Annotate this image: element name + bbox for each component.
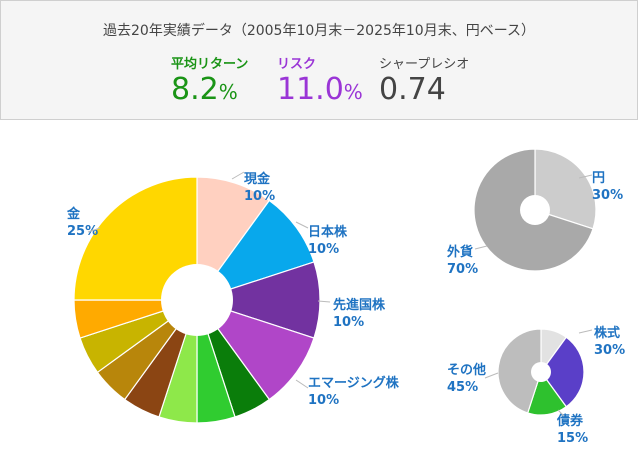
slice-0-2 bbox=[195, 261, 321, 339]
leader-line-1 bbox=[295, 221, 309, 229]
slice-label-0-2: 先進国株 10% bbox=[333, 297, 386, 330]
slice-percent-1-1: 70% bbox=[447, 262, 478, 277]
slice-name-0-3: エマージング株 bbox=[308, 375, 400, 391]
leader-line-2 bbox=[317, 300, 331, 303]
slice-name-1-0: 円 bbox=[592, 171, 605, 186]
slice-percent-2-1: 30% bbox=[594, 343, 625, 358]
slice-name-0-1: 日本株 bbox=[308, 224, 348, 240]
slice-percent-0-1: 10% bbox=[308, 242, 339, 257]
leader-line-0 bbox=[231, 171, 245, 180]
leader-line-9 bbox=[484, 372, 499, 379]
risk-stat: リスク 11.0% bbox=[277, 53, 363, 109]
slice-name-0-2: 先進国株 bbox=[333, 297, 386, 313]
leader-line-3 bbox=[295, 379, 309, 389]
slice-2-1 bbox=[540, 336, 585, 408]
pie-hole-0 bbox=[161, 264, 233, 336]
slice-label-2-2: 債券 15% bbox=[556, 413, 588, 446]
slice-label-2-3: その他 45% bbox=[447, 362, 486, 395]
slice-percent-2-2: 15% bbox=[557, 431, 588, 446]
average-return-number: 8.2 bbox=[171, 72, 219, 107]
slice-label-1-0: 円 30% bbox=[592, 171, 623, 203]
sharpe-ratio-label: シャープレシオ bbox=[379, 57, 470, 72]
slice-name-2-3: その他 bbox=[447, 362, 486, 378]
panel-title: 過去20年実績データ（2005年10月末－2025年10月末、円ベース） bbox=[103, 23, 535, 39]
slice-name-2-1: 株式 bbox=[594, 325, 620, 341]
average-return-stat: 平均リターン 8.2% bbox=[171, 53, 248, 109]
risk-label: リスク bbox=[277, 57, 317, 72]
sharpe-ratio-value: 0.74 bbox=[379, 73, 469, 107]
leader-line-8 bbox=[557, 409, 565, 417]
slice-2-3 bbox=[497, 328, 542, 414]
slice-label-1-1: 外貨 70% bbox=[446, 244, 478, 277]
average-return-label: 平均リターン bbox=[171, 57, 249, 72]
slice-label-0-1: 日本株 10% bbox=[308, 224, 348, 257]
leader-line-5 bbox=[578, 174, 593, 179]
slice-0-3 bbox=[195, 298, 315, 401]
asset-class-pie: 株式 30% 債券 15% その他 45% bbox=[447, 325, 625, 446]
leader-line-7 bbox=[578, 329, 593, 334]
currency-allocation-pie: 円 30% 外貨 70% bbox=[446, 148, 623, 277]
stats-panel: 過去20年実績データ（2005年10月末－2025年10月末、円ベース） 平均リ… bbox=[0, 0, 638, 120]
average-return-unit: % bbox=[218, 80, 238, 104]
slice-label-2-1: 株式 30% bbox=[594, 325, 625, 358]
risk-unit: % bbox=[343, 80, 363, 104]
asset-allocation-pie: 現金 10% 日本株 10% 先進国株 10% エマージング株 10% 金 25% bbox=[66, 171, 400, 424]
pie-hole-1 bbox=[520, 195, 550, 225]
slice-1-0 bbox=[534, 148, 597, 230]
slice-percent-0-3: 10% bbox=[308, 393, 339, 408]
slice-name-0-0: 現金 bbox=[244, 171, 271, 187]
slice-0-1 bbox=[195, 199, 315, 302]
slice-percent-0-11: 25% bbox=[67, 224, 98, 239]
slice-0-11 bbox=[73, 176, 198, 301]
slice-name-2-2: 債券 bbox=[556, 413, 584, 429]
sharpe-ratio-stat: シャープレシオ 0.74 bbox=[379, 53, 469, 107]
slice-percent-2-3: 45% bbox=[447, 380, 478, 395]
slice-label-0-0: 現金 10% bbox=[244, 171, 275, 204]
leader-line-6 bbox=[474, 245, 488, 250]
slice-percent-1-0: 30% bbox=[592, 188, 623, 203]
risk-value: 11.0% bbox=[277, 73, 363, 109]
risk-number: 11.0 bbox=[277, 72, 344, 107]
slice-label-0-3: エマージング株 10% bbox=[308, 375, 400, 408]
slice-percent-0-0: 10% bbox=[244, 189, 275, 204]
sharpe-ratio-number: 0.74 bbox=[379, 72, 446, 107]
leader-line-4 bbox=[87, 227, 101, 233]
pie-hole-2 bbox=[531, 362, 551, 382]
slice-label-0-11: 金 25% bbox=[66, 206, 98, 239]
average-return-value: 8.2% bbox=[171, 73, 248, 109]
slice-name-0-11: 金 bbox=[66, 206, 81, 222]
slice-percent-0-2: 10% bbox=[333, 315, 364, 330]
slice-name-1-1: 外貨 bbox=[446, 244, 473, 260]
